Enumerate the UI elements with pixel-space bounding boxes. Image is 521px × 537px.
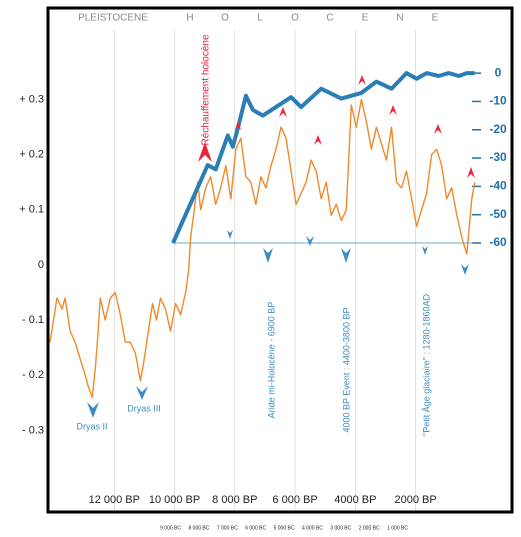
y2-tick-label: -10 <box>489 94 507 108</box>
annotation: Aride mi-Holocène - 6900 BP <box>266 302 276 419</box>
series-line <box>49 98 476 398</box>
x-tick-label: 4000 BP <box>334 494 376 506</box>
warm-arrow <box>279 107 287 117</box>
x-tick-label: 2000 BP <box>394 494 436 506</box>
warm-arrow <box>314 135 322 145</box>
x-tick-label: 12 000 BP <box>89 494 140 506</box>
annotation: 4000 BP Event : 4400-3800 BP <box>341 308 351 433</box>
x2-tick-label: 4 000 BC <box>302 525 323 531</box>
holocene-letter: C <box>326 13 333 24</box>
cold-arrow <box>461 264 469 275</box>
x2-tick-label: 7 000 BC <box>217 525 238 531</box>
x2-tick-label: 3 000 BC <box>330 525 351 531</box>
warm-arrow <box>389 105 397 115</box>
warm-arrow <box>235 121 241 130</box>
plot-layer: 12 000 BP 10 000 BP 8 000 BP 6 000 BP 4000 B… <box>19 30 507 531</box>
x2-tick-label: 8 000 BC <box>189 525 210 531</box>
holocene-letter: E <box>362 13 369 24</box>
x2-tick-label: 5 000 BC <box>274 525 295 531</box>
y-tick-label: - 0.2 <box>22 369 44 381</box>
cold-arrow <box>87 402 99 418</box>
cold-markers <box>87 230 469 418</box>
cold-arrow <box>306 236 314 246</box>
y2-tick-label: -60 <box>489 235 507 249</box>
annotation: Réchauffement holocène <box>201 34 212 145</box>
y-tick-label: + 0.3 <box>19 93 44 105</box>
warm-arrow <box>434 124 442 134</box>
cold-arrow <box>227 230 233 239</box>
y2-tick-label: -20 <box>489 122 507 136</box>
y-tick-label: + 0.1 <box>19 204 44 216</box>
x-tick-label: 8 000 BP <box>212 494 257 506</box>
holocene-letter: O <box>291 13 299 24</box>
plot-frame <box>46 6 514 514</box>
y-tick-label: + 0.2 <box>19 149 44 161</box>
y2-tick-label: 0 <box>495 65 502 79</box>
period-label: PLEISTOCENE <box>78 13 148 24</box>
holocene-letter: O <box>221 13 229 24</box>
x-tick-label: 6 000 BP <box>272 494 317 506</box>
y-tick-label: - 0.3 <box>22 424 44 436</box>
cold-arrow <box>136 386 148 400</box>
holocene-letter: N <box>396 13 403 24</box>
annotation: "Petit Âge glaciaire" : 1280-1860AD <box>421 294 431 436</box>
annotation: Dryas II <box>76 421 107 431</box>
warm-arrow <box>467 167 475 178</box>
x2-tick-label: 9 000 BC <box>160 525 181 531</box>
holocene-letter: H <box>186 13 193 24</box>
cold-arrow <box>263 248 273 263</box>
y-tick-label: 0 <box>38 259 44 271</box>
x2-tick-label: 6 000 BC <box>245 525 266 531</box>
warm-arrow <box>358 75 366 85</box>
y2-tick-label: -50 <box>489 207 507 221</box>
y2-tick-label: -30 <box>489 150 507 164</box>
annotation: Dryas III <box>127 403 161 413</box>
y2-tick-label: -40 <box>489 179 507 193</box>
holocene-letter: L <box>257 13 263 24</box>
x2-tick-label: 1 000 BC <box>387 525 408 531</box>
warm-markers <box>198 75 475 178</box>
series-line-y2 <box>171 71 475 244</box>
warm-arrow <box>198 142 212 162</box>
cold-arrow <box>341 248 351 263</box>
x2-tick-label: 2 000 BC <box>359 525 380 531</box>
cold-arrow <box>422 246 428 255</box>
x-tick-label: 10 000 BP <box>149 494 200 506</box>
holocene-letter: E <box>432 13 439 24</box>
y-tick-label: - 0.1 <box>22 314 44 326</box>
